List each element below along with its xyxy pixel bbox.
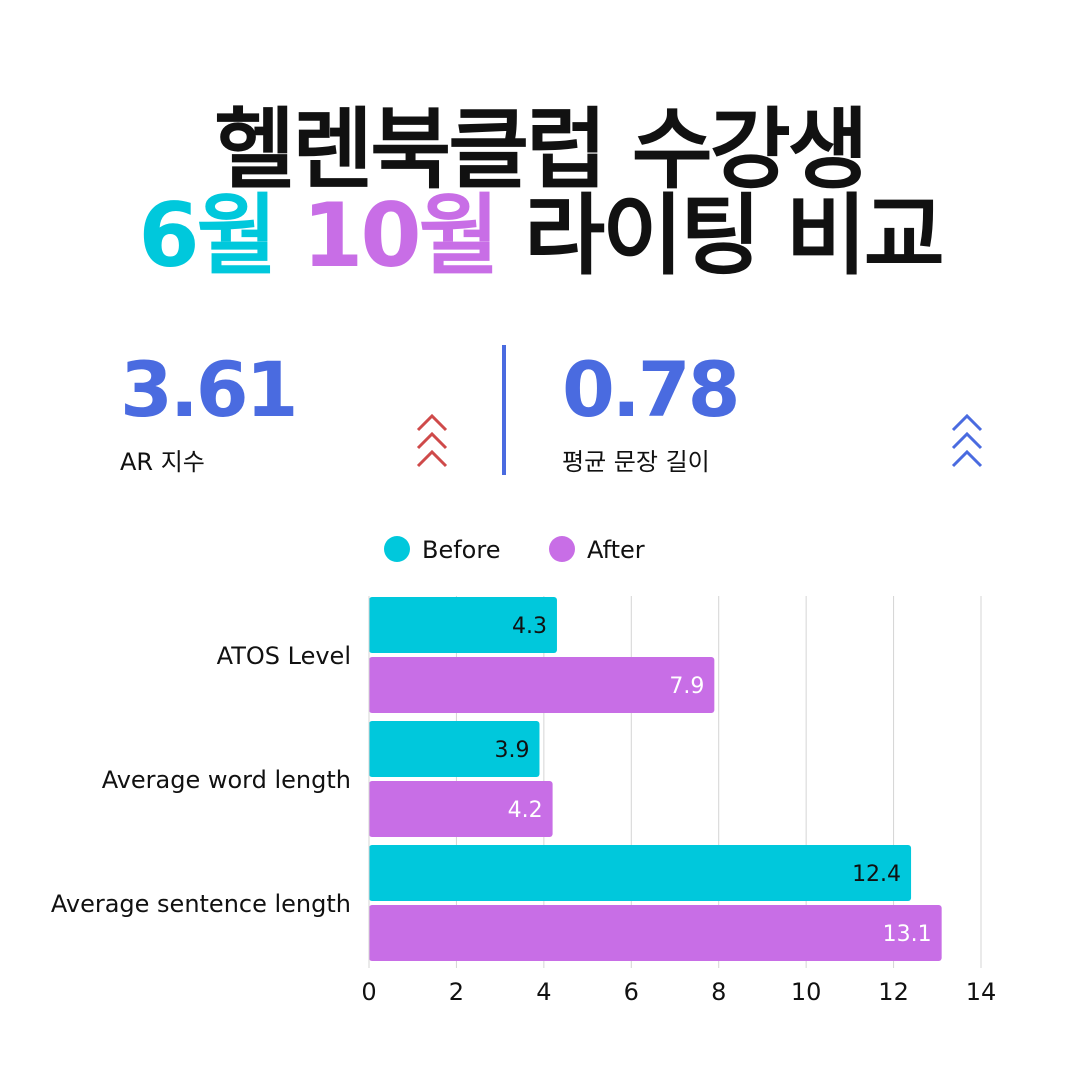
- x-tick-label: 2: [449, 978, 464, 1006]
- category-label: ATOS Level: [217, 642, 351, 670]
- x-tick-label: 10: [791, 978, 822, 1006]
- bar-before: [369, 845, 912, 901]
- stat-sentence-label: 평균 문장 길이: [562, 448, 710, 476]
- bar-data-label: 4.2: [508, 798, 543, 823]
- bar-data-label: 4.3: [512, 614, 547, 639]
- bar-after: [369, 905, 942, 961]
- category-label: Average word length: [102, 766, 351, 794]
- bar-data-label: 13.1: [883, 922, 932, 947]
- bar-data-label: 7.9: [669, 674, 704, 699]
- bar-after: [369, 781, 553, 837]
- stat-ar-value: 3.61: [120, 345, 299, 434]
- bar-before: [369, 721, 540, 777]
- stat-sentence-value: 0.78: [562, 345, 741, 434]
- title-month-june: 6월: [138, 184, 277, 287]
- bar-after: [369, 657, 715, 713]
- stats-divider: [502, 345, 506, 475]
- bar-before: [369, 597, 557, 653]
- triple-chevron-up-icon: [951, 413, 983, 468]
- category-label: Average sentence length: [51, 890, 351, 918]
- title-month-october: 10월: [302, 184, 499, 287]
- legend-label-after: After: [587, 536, 645, 564]
- bar-data-label: 3.9: [494, 738, 529, 763]
- x-tick-label: 12: [878, 978, 909, 1006]
- title-writing-compare: 라이팅 비교: [524, 184, 944, 287]
- x-tick-label: 4: [536, 978, 551, 1006]
- legend-marker-before: [384, 536, 410, 562]
- legend-marker-after: [549, 536, 575, 562]
- page-title-line-1: 헬렌북클럽 수강생: [214, 98, 868, 201]
- x-tick-label: 6: [624, 978, 639, 1006]
- x-tick-label: 14: [966, 978, 997, 1006]
- bar-data-label: 12.4: [852, 862, 901, 887]
- triple-chevron-up-icon: [416, 413, 448, 468]
- legend-label-before: Before: [422, 536, 500, 564]
- page-title-line-2: 6월 10월 라이팅 비교: [0, 186, 1080, 286]
- stat-ar-label: AR 지수: [120, 448, 205, 476]
- x-tick-label: 0: [361, 978, 376, 1006]
- x-tick-label: 8: [711, 978, 726, 1006]
